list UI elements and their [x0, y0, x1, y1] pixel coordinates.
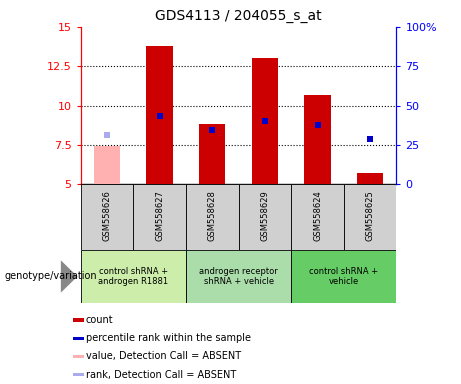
Text: GSM558628: GSM558628	[208, 190, 217, 241]
Bar	[199, 124, 225, 184]
Bar	[186, 250, 291, 303]
Text: GSM558624: GSM558624	[313, 190, 322, 241]
Bar	[94, 146, 120, 184]
Text: GSM558627: GSM558627	[155, 190, 164, 241]
Bar	[252, 58, 278, 184]
Text: rank, Detection Call = ABSENT: rank, Detection Call = ABSENT	[86, 370, 236, 380]
Text: genotype/variation: genotype/variation	[5, 271, 97, 281]
Title: GDS4113 / 204055_s_at: GDS4113 / 204055_s_at	[155, 9, 322, 23]
Bar	[81, 184, 133, 250]
Text: control shRNA +
vehicle: control shRNA + vehicle	[309, 267, 378, 286]
Bar	[291, 184, 344, 250]
Text: value, Detection Call = ABSENT: value, Detection Call = ABSENT	[86, 351, 241, 361]
Text: GSM558629: GSM558629	[260, 190, 269, 241]
Bar	[239, 184, 291, 250]
Bar	[304, 95, 331, 184]
Polygon shape	[61, 260, 77, 293]
Text: androgen receptor
shRNA + vehicle: androgen receptor shRNA + vehicle	[199, 267, 278, 286]
Bar	[73, 336, 84, 340]
Text: count: count	[86, 315, 113, 325]
Bar	[357, 173, 383, 184]
Text: GSM558625: GSM558625	[366, 190, 375, 241]
Bar	[73, 318, 84, 322]
Bar	[186, 184, 239, 250]
Bar	[133, 184, 186, 250]
Text: GSM558626: GSM558626	[102, 190, 112, 241]
Bar	[291, 250, 396, 303]
Bar	[344, 184, 396, 250]
Text: control shRNA +
androgen R1881: control shRNA + androgen R1881	[98, 267, 168, 286]
Bar	[73, 355, 84, 358]
Bar	[73, 373, 84, 376]
Bar	[81, 250, 186, 303]
Bar	[147, 46, 173, 184]
Text: percentile rank within the sample: percentile rank within the sample	[86, 333, 251, 343]
